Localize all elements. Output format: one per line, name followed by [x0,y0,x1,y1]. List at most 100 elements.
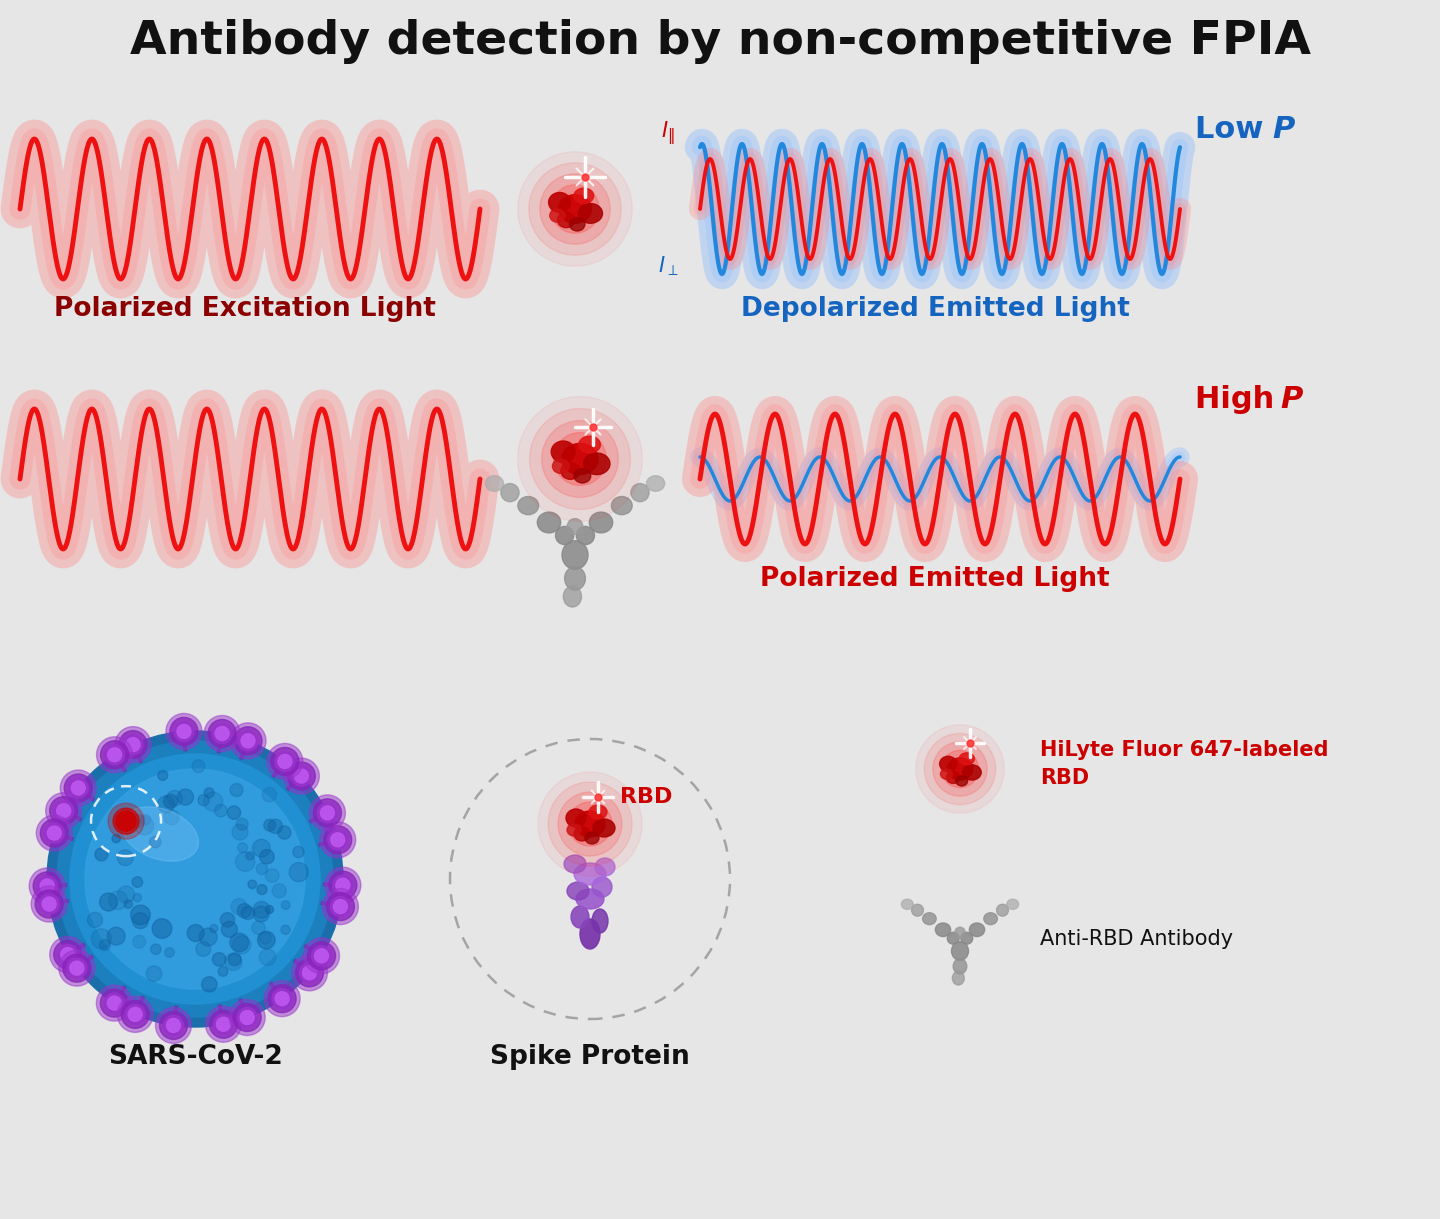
Circle shape [233,727,262,755]
Circle shape [310,795,346,831]
Ellipse shape [560,462,580,479]
Circle shape [288,762,315,790]
Ellipse shape [592,876,612,897]
Text: $I_{\|}$: $I_{\|}$ [661,119,675,147]
Ellipse shape [564,567,586,590]
Circle shape [230,933,249,952]
Circle shape [40,819,68,847]
Circle shape [170,718,197,745]
Circle shape [39,894,59,914]
Circle shape [314,948,328,963]
Text: High: High [1195,384,1284,413]
Circle shape [327,892,354,920]
Text: HiLyte Fluor 647-labeled
RBD: HiLyte Fluor 647-labeled RBD [1040,740,1329,787]
Ellipse shape [585,833,599,844]
Circle shape [50,936,86,973]
Ellipse shape [933,742,988,796]
Circle shape [85,769,305,989]
Circle shape [117,811,135,831]
Circle shape [264,980,300,1017]
Circle shape [58,741,333,1017]
Circle shape [108,803,144,839]
Text: $I_{\perp}$: $I_{\perp}$ [658,254,678,278]
Circle shape [284,758,320,794]
Circle shape [253,906,269,922]
Text: Low: Low [1195,115,1274,144]
Ellipse shape [566,809,586,826]
Circle shape [253,901,269,918]
Ellipse shape [567,802,612,846]
Ellipse shape [955,928,965,937]
Circle shape [164,794,177,808]
Circle shape [240,734,255,747]
Circle shape [242,906,255,919]
Ellipse shape [575,826,590,841]
Ellipse shape [952,972,965,985]
Ellipse shape [960,933,973,945]
Circle shape [157,796,174,813]
Circle shape [96,985,132,1022]
Circle shape [124,900,132,908]
Ellipse shape [576,527,595,545]
Circle shape [238,1007,258,1028]
Circle shape [46,792,82,829]
Circle shape [42,897,56,911]
Circle shape [328,872,357,900]
Ellipse shape [563,586,582,607]
Circle shape [209,719,236,747]
Circle shape [334,900,347,913]
Circle shape [236,852,255,872]
Ellipse shape [916,725,1004,813]
Ellipse shape [528,163,621,255]
Circle shape [160,1012,187,1040]
Text: Polarized Emitted Light: Polarized Emitted Light [760,566,1110,592]
Circle shape [229,953,240,965]
Ellipse shape [924,734,995,805]
Circle shape [147,965,161,981]
Circle shape [204,787,215,797]
Circle shape [104,993,124,1013]
Circle shape [230,784,243,796]
Ellipse shape [550,185,599,233]
Ellipse shape [583,453,611,474]
Circle shape [272,989,292,1008]
Ellipse shape [501,484,518,502]
Circle shape [215,727,229,740]
Circle shape [48,826,62,840]
Circle shape [336,878,350,892]
Ellipse shape [572,906,589,928]
Circle shape [88,912,102,928]
Circle shape [60,947,75,962]
Circle shape [117,996,153,1032]
Circle shape [96,736,132,773]
Ellipse shape [612,496,632,514]
Circle shape [121,1001,150,1029]
Ellipse shape [959,753,975,764]
Ellipse shape [579,204,602,223]
Ellipse shape [121,807,199,861]
Ellipse shape [940,769,952,779]
Circle shape [215,805,228,817]
Ellipse shape [939,756,956,772]
Circle shape [225,953,242,970]
Circle shape [252,839,271,857]
Circle shape [71,961,84,975]
Circle shape [63,954,91,983]
Text: Anti-RBD Antibody: Anti-RBD Antibody [1040,929,1233,950]
Circle shape [213,1014,233,1034]
Circle shape [167,790,183,806]
Circle shape [107,928,125,945]
Text: SARS-CoV-2: SARS-CoV-2 [108,1043,282,1070]
Circle shape [132,876,143,887]
Circle shape [164,947,174,957]
Circle shape [294,769,308,783]
Circle shape [232,824,248,840]
Circle shape [291,954,327,991]
Circle shape [238,731,258,751]
Circle shape [112,834,121,842]
Circle shape [217,967,228,976]
Circle shape [236,818,248,830]
Circle shape [246,852,253,859]
Circle shape [328,830,347,850]
Ellipse shape [589,512,612,533]
